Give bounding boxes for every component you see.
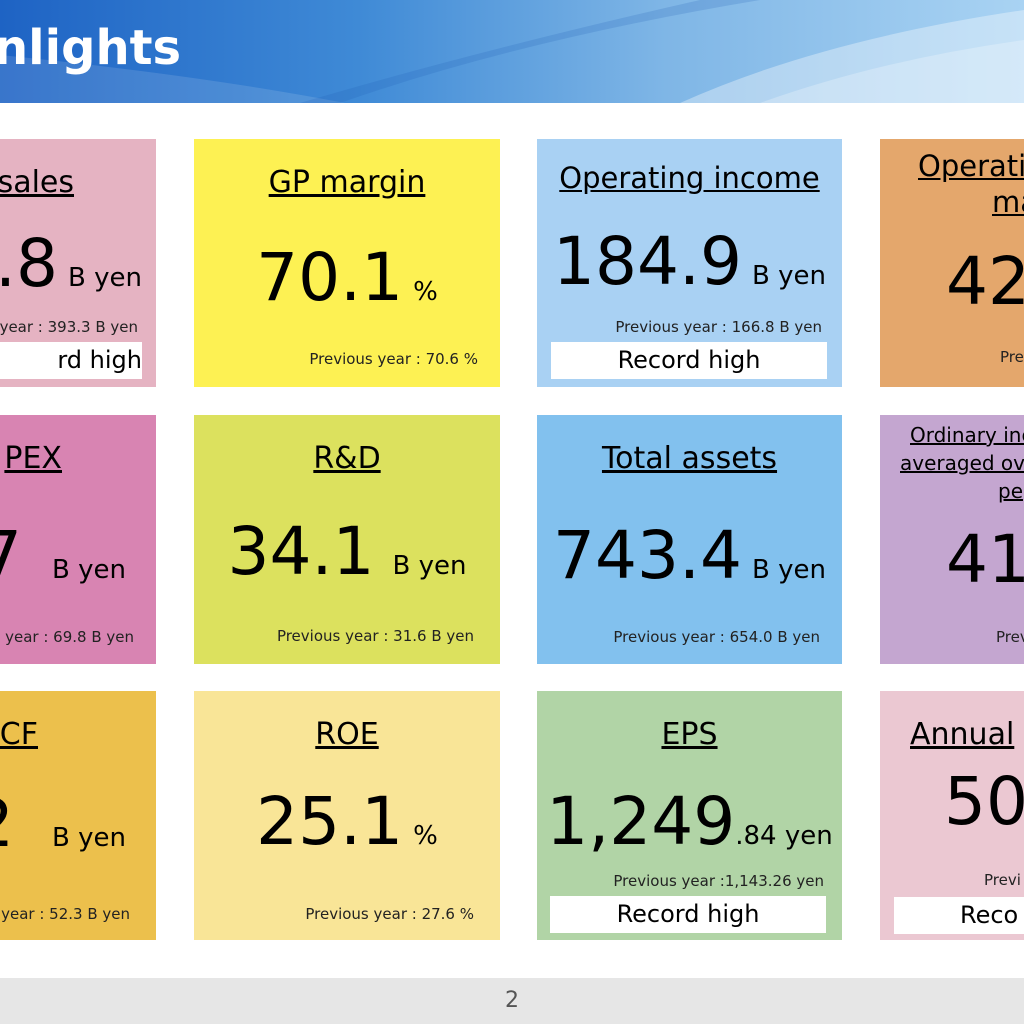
card-label-line2: ma: [992, 185, 1024, 219]
card-label: Annual: [910, 717, 1015, 752]
card-value-row: 7 B yen: [0, 517, 126, 594]
card-unit: B yen: [751, 555, 826, 585]
card-unit: B yen: [52, 823, 126, 853]
card-value-row: 70.1%: [194, 239, 500, 316]
card-value: 34.1: [227, 513, 375, 590]
card-previous-year: year : 393.3 B yen: [0, 318, 138, 336]
card-label: Operating income: [559, 161, 820, 195]
card-unit: %: [413, 821, 438, 851]
card-value: 184.9: [553, 223, 742, 300]
card-label-line1: Ordinary inc: [910, 423, 1024, 447]
card-value: 7: [0, 517, 23, 594]
card-gp-margin: GP margin 70.1% Previous year : 70.6 %: [194, 139, 500, 387]
card-unit: B yen: [392, 551, 467, 581]
card-previous-year: Previous year : 27.6 %: [305, 905, 474, 923]
card-value-row: 50: [944, 763, 1024, 840]
card-unit: B yen: [52, 555, 126, 585]
card-label: ROE: [315, 717, 379, 752]
card-fcf: CF 2 B yen year : 52.3 B yen: [0, 691, 156, 940]
card-value: 743.4: [553, 517, 742, 594]
card-value: 42: [946, 243, 1024, 320]
card-total-assets: Total assets 743.4 B yen Previous year : …: [537, 415, 842, 664]
card-value-row: 34.1 B yen: [194, 513, 500, 590]
card-previous-year: Pre: [1000, 348, 1024, 366]
card-value: 25.1: [256, 783, 404, 860]
card-previous-year: Previous year : 31.6 B yen: [276, 627, 474, 645]
header-wave-decoration: [0, 0, 1024, 103]
page-title: nlights: [0, 20, 182, 76]
card-previous-year: Previ: [984, 871, 1021, 889]
card-label: PEX: [4, 441, 62, 476]
card-previous-year: Previous year : 166.8 B yen: [615, 318, 822, 336]
record-high-badge: Record high: [550, 896, 826, 933]
card-previous-year: Previous year :1,143.26 yen: [613, 872, 824, 890]
card-value-row: 1,249.84 yen: [537, 783, 842, 860]
card-unit: B yen: [751, 261, 826, 291]
card-value-row: .8 B yen: [0, 225, 142, 302]
card-value: 70.1: [256, 239, 404, 316]
card-label: R&D: [313, 441, 381, 476]
card-unit: B yen: [68, 263, 142, 293]
card-previous-year: Previous year : 654.0 B yen: [613, 628, 820, 646]
card-value: 50: [944, 763, 1024, 840]
card-previous-year: Previous year : 70.6 %: [309, 350, 478, 368]
page-number: 2: [505, 988, 519, 1013]
card-previous-year: year : 69.8 B yen: [5, 628, 134, 646]
card-label: Total assets: [601, 441, 778, 476]
card-annual-dividend: Annual 50 Previ Reco: [880, 691, 1024, 940]
header-banner: nlights: [0, 0, 1024, 103]
card-value-row: 42: [946, 243, 1024, 320]
card-previous-year: year : 52.3 B yen: [1, 905, 130, 923]
card-unit: .84 yen: [735, 821, 833, 851]
card-label: GP margin: [268, 165, 426, 200]
card-value: 41: [946, 521, 1024, 598]
record-high-badge: Record high: [551, 342, 827, 379]
card-operating-margin: Operatir ma 42 Pre: [880, 139, 1024, 387]
card-value-row: 743.4 B yen: [537, 517, 842, 594]
card-operating-income: Operating income 184.9 B yen Previous yea…: [537, 139, 842, 387]
card-value-row: 41: [946, 521, 1024, 598]
card-label-line2: averaged ov: [900, 451, 1024, 475]
card-unit: %: [413, 277, 438, 307]
card-label-line1: Operatir: [918, 149, 1024, 183]
card-eps: EPS 1,249.84 yen Previous year :1,143.26…: [537, 691, 842, 940]
footer-bar: 2: [0, 978, 1024, 1024]
card-value: 2: [0, 785, 14, 862]
card-net-sales: sales .8 B yen year : 393.3 B yen rd high: [0, 139, 156, 387]
card-value-row: 184.9 B yen: [537, 223, 842, 300]
card-label: EPS: [661, 717, 718, 752]
card-roe: ROE 25.1% Previous year : 27.6 %: [194, 691, 500, 940]
card-rnd: R&D 34.1 B yen Previous year : 31.6 B yen: [194, 415, 500, 664]
card-ordinary-income: Ordinary inc averaged ov pe 41 Prev: [880, 415, 1024, 664]
card-value: .8: [0, 225, 59, 302]
card-value-row: 2 B yen: [0, 785, 126, 862]
record-high-badge: rd high: [0, 342, 142, 379]
record-high-badge: Reco: [894, 897, 1024, 934]
card-label: CF: [0, 717, 38, 752]
card-label-line3: pe: [998, 479, 1023, 503]
card-value-row: 25.1%: [194, 783, 500, 860]
card-capex: PEX 7 B yen year : 69.8 B yen: [0, 415, 156, 664]
card-value: 1,249: [546, 783, 736, 860]
card-label: sales: [0, 165, 74, 200]
card-previous-year: Prev: [996, 628, 1024, 646]
